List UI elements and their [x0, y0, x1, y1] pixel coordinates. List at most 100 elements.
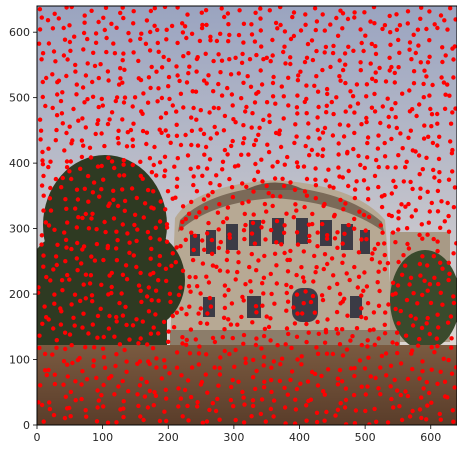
scatter-point — [217, 365, 222, 371]
scatter-point — [95, 164, 101, 169]
scatter-point — [144, 130, 150, 135]
scatter-point — [138, 336, 143, 341]
scatter-point — [60, 288, 65, 293]
scatter-point — [51, 326, 56, 331]
scatter-point — [315, 319, 320, 325]
scatter-point — [408, 275, 414, 280]
scatter-point — [141, 91, 146, 96]
scatter-point — [225, 249, 230, 254]
scatter-point — [166, 339, 171, 344]
scatter-point — [178, 396, 184, 401]
scatter-point — [233, 277, 238, 282]
scatter-point — [284, 308, 289, 313]
scatter-point — [259, 397, 265, 402]
scatter-point — [336, 141, 341, 146]
scatter-point — [262, 326, 268, 332]
scatter-point — [212, 339, 218, 345]
scatter-point — [61, 359, 67, 364]
scatter-point — [124, 144, 130, 149]
scatter-point — [394, 341, 400, 346]
scatter-point — [184, 35, 189, 41]
scatter-point — [109, 270, 115, 276]
scatter-point — [216, 245, 222, 251]
scatter-point — [368, 374, 373, 379]
scatter-point — [170, 313, 175, 319]
scatter-point — [409, 348, 415, 353]
scatter-point — [82, 100, 87, 105]
scatter-point — [222, 348, 227, 354]
scatter-point — [96, 118, 101, 123]
scatter-point — [352, 110, 357, 115]
scatter-point — [67, 405, 72, 411]
scatter-point — [364, 115, 369, 121]
scatter-point — [50, 105, 55, 111]
scatter-point — [37, 7, 43, 12]
scatter-point — [372, 406, 377, 412]
scatter-point — [352, 373, 357, 379]
scatter-point — [432, 175, 437, 180]
scatter-point — [90, 79, 95, 85]
scatter-point — [288, 377, 293, 383]
scatter-point — [210, 401, 215, 406]
scatter-point — [293, 407, 299, 412]
scatter-point — [240, 141, 246, 146]
scatter-point — [80, 116, 85, 121]
scatter-point — [151, 189, 156, 194]
scatter-point — [310, 221, 315, 227]
scatter-point — [343, 386, 349, 391]
scatter-point — [429, 124, 434, 129]
scatter-point — [85, 61, 90, 66]
scatter-point — [245, 74, 250, 79]
scatter-point — [200, 22, 205, 28]
scatter-point — [307, 238, 312, 244]
scatter-point — [221, 219, 226, 225]
scatter-point — [175, 156, 180, 161]
scatter-point — [174, 109, 179, 114]
scatter-point — [114, 314, 119, 320]
scatter-point — [300, 311, 305, 316]
scatter-point — [429, 367, 434, 372]
scatter-point — [117, 173, 122, 178]
scatter-point — [258, 16, 263, 21]
scatter-point — [144, 294, 150, 299]
scatter-point — [61, 230, 67, 235]
scatter-point — [142, 394, 148, 399]
scatter-point — [92, 258, 98, 263]
scatter-point — [114, 420, 119, 425]
scatter-point — [202, 152, 207, 157]
scatter-point — [325, 367, 331, 372]
scatter-point — [342, 405, 348, 410]
scatter-point — [382, 241, 387, 246]
scatter-point — [59, 278, 65, 283]
scatter-point — [387, 68, 392, 73]
scatter-point — [270, 80, 276, 86]
scatter-point — [130, 162, 135, 168]
scatter-point — [76, 215, 81, 220]
scatter-point — [91, 50, 96, 55]
scatter-point — [241, 395, 246, 400]
scatter-point — [93, 31, 99, 36]
scatter-point — [377, 260, 383, 265]
scatter-point — [90, 299, 95, 304]
scatter-point — [157, 237, 162, 242]
scatter-point — [37, 285, 41, 290]
scatter-point — [248, 289, 254, 294]
scatter-point — [415, 343, 421, 348]
scatter-point — [274, 218, 280, 224]
scatter-point — [39, 15, 44, 20]
scatter-point — [121, 162, 126, 167]
scatter-point — [147, 388, 152, 394]
scatter-point — [137, 359, 143, 364]
scatter-point — [216, 81, 221, 87]
scatter-point — [453, 17, 457, 22]
scatter-point — [101, 257, 106, 263]
scatter-point — [304, 96, 309, 102]
scatter-point — [252, 39, 258, 44]
scatter-point — [41, 193, 46, 198]
scatter-point — [355, 101, 361, 106]
scatter-point — [149, 298, 154, 303]
scatter-point — [294, 105, 300, 110]
scatter-point — [79, 396, 84, 402]
scatter-point — [403, 333, 409, 338]
